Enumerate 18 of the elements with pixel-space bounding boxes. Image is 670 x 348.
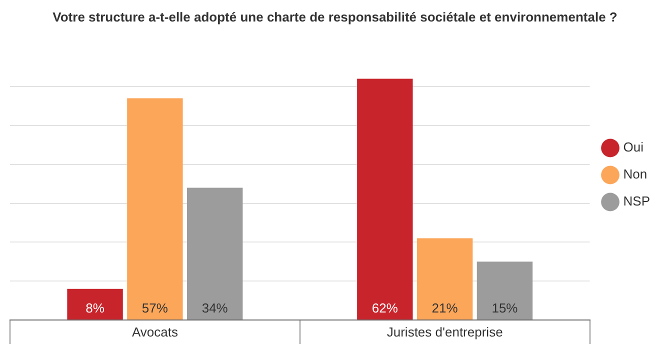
legend-label: Non <box>623 166 648 182</box>
data-label: 57% <box>142 300 168 316</box>
data-label: 15% <box>492 300 518 316</box>
bar <box>127 98 183 320</box>
bar <box>67 288 123 320</box>
bar <box>476 262 533 320</box>
legend-label: NSP <box>623 194 650 209</box>
chart-title: Votre structure a-t-elle adopté une charte de responsabilité sociétale et environnementale ? <box>52 9 618 24</box>
bar <box>357 78 413 320</box>
data-label: 8% <box>86 300 105 316</box>
x-tick-label: Avocats <box>132 324 178 340</box>
legend-label: Oui <box>623 140 644 155</box>
data-label: 34% <box>202 300 228 316</box>
data-label: 62% <box>372 300 398 316</box>
bar <box>186 188 243 320</box>
data-label: 21% <box>432 300 458 316</box>
bar <box>416 238 473 320</box>
x-tick-label: Juristes d'entreprise <box>386 324 503 340</box>
